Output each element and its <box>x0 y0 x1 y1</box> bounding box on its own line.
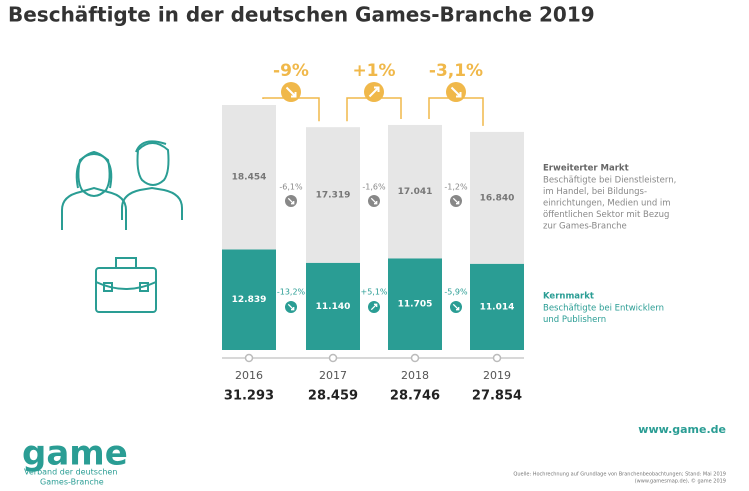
value-label: 11.140 <box>316 302 351 312</box>
change-arrow <box>370 197 378 205</box>
legend-title: Kernmarkt <box>543 292 594 302</box>
segment-change: -6,1% <box>279 183 303 192</box>
url: www.game.de <box>638 423 726 436</box>
change-arrow <box>452 303 460 311</box>
legend-title: Erweiterter Markt <box>543 164 629 174</box>
org-line: Verband der deutschen <box>24 468 117 477</box>
source: Quelle: Hochrechnung auf Grundlage von B… <box>513 472 726 478</box>
total-label: 28.459 <box>308 389 358 404</box>
legend-text: und Publishern <box>543 315 606 325</box>
timeline-dot <box>328 353 338 363</box>
timeline-dot <box>492 353 502 363</box>
value-label: 17.041 <box>398 187 433 197</box>
segment-change: -1,2% <box>444 183 468 192</box>
value-label: 11.705 <box>398 300 433 310</box>
bar-segment <box>222 105 276 250</box>
bar-segment <box>388 258 442 350</box>
x-tick-label: 2018 <box>401 369 429 382</box>
segment-change: -5,9% <box>444 288 468 297</box>
value-label: 12.839 <box>232 295 267 305</box>
total-label: 31.293 <box>224 389 274 404</box>
change-arrow <box>368 86 380 98</box>
legend-text: Beschäftigte bei Entwicklern <box>543 304 664 314</box>
bar-segment <box>470 263 524 350</box>
bar-segment <box>306 262 360 350</box>
total-label: 27.854 <box>472 389 522 404</box>
x-tick-label: 2017 <box>319 369 347 382</box>
segment-change: -1,6% <box>362 183 386 192</box>
bar-segment <box>306 127 360 263</box>
org-line: Games-Branche <box>40 478 104 487</box>
value-label: 16.840 <box>480 193 515 203</box>
people-icon <box>61 140 183 230</box>
change-bracket <box>428 97 484 126</box>
total-change: -3,1% <box>429 61 483 81</box>
change-arrow <box>285 86 297 98</box>
change-arrow <box>370 303 378 311</box>
chart-title: Beschäftigte in der deutschen Games-Bran… <box>8 3 595 27</box>
value-label: 17.319 <box>316 190 351 200</box>
logo: game <box>22 434 128 474</box>
legend-text: zur Games-Branche <box>543 222 627 232</box>
legend-text: öffentlichen Sektor mit Bezug <box>543 210 669 220</box>
segment-change: -13,2% <box>277 288 306 297</box>
legend-text: einrichtungen, Medien und im <box>543 199 671 209</box>
legend-text: im Handel, bei Bildungs- <box>543 187 647 197</box>
change-arrow <box>287 197 295 205</box>
change-arrow <box>287 303 295 311</box>
segment-change: +5,1% <box>360 288 387 297</box>
bar-segment <box>222 249 276 350</box>
x-tick-label: 2019 <box>483 369 511 382</box>
value-label: 11.014 <box>480 302 515 312</box>
change-arrow <box>452 197 460 205</box>
legend-text: Beschäftigte bei Dienstleistern, <box>543 176 676 186</box>
timeline-dot <box>244 353 254 363</box>
total-label: 28.746 <box>390 389 440 404</box>
total-change: +1% <box>352 61 395 81</box>
total-change: -9% <box>273 61 309 81</box>
change-arrow <box>450 86 462 98</box>
x-tick-label: 2016 <box>235 369 263 382</box>
timeline-dot <box>410 353 420 363</box>
value-label: 18.454 <box>232 173 267 183</box>
briefcase-icon <box>95 257 157 313</box>
bar-segment <box>388 124 442 259</box>
source: (www.gamesmap.de), © game 2019 <box>635 478 726 485</box>
bar-segment <box>470 131 524 264</box>
